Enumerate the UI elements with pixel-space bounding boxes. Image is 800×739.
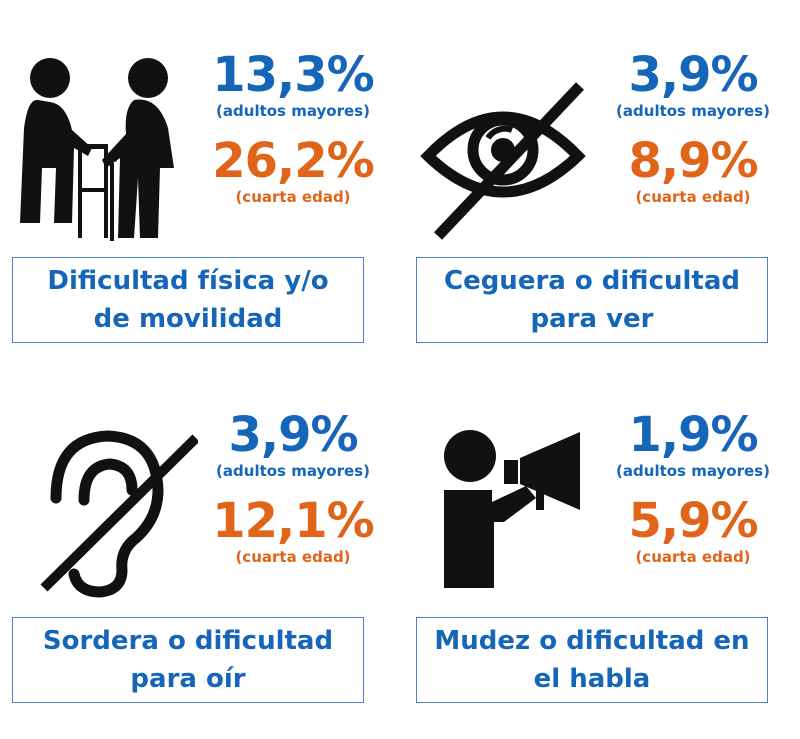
fourth-age-percentage: 12,1% <box>212 493 375 549</box>
fourth-age-percentage: 8,9% <box>628 133 758 189</box>
fourth-age-label: (cuarta edad) <box>635 188 751 206</box>
stats-block: 3,9% (adultos mayores) 12,1% (cuarta eda… <box>198 408 388 566</box>
fourth-age-percentage: 26,2% <box>212 133 375 189</box>
elderly-couple-walker-cane-icon <box>8 38 198 243</box>
panel-vision: 3,9% (adultos mayores) 8,9% (cuarta edad… <box>400 20 790 360</box>
stats-block: 13,3% (adultos mayores) 26,2% (cuarta ed… <box>198 48 388 206</box>
ear-crossed-out-icon <box>8 398 200 603</box>
fourth-age-label: (cuarta edad) <box>635 548 751 566</box>
person-megaphone-icon <box>408 398 598 603</box>
stats-block: 1,9% (adultos mayores) 5,9% (cuarta edad… <box>598 408 788 566</box>
fourth-age-percentage: 5,9% <box>628 493 758 549</box>
caption-text: Sordera o dificultad para oír <box>42 626 334 694</box>
panel-speech: 1,9% (adultos mayores) 5,9% (cuarta edad… <box>400 380 790 720</box>
adult-percentage: 3,9% <box>228 407 358 463</box>
fourth-age-label: (cuarta edad) <box>235 548 351 566</box>
stats-block: 3,9% (adultos mayores) 8,9% (cuarta edad… <box>598 48 788 206</box>
panel-hearing: 3,9% (adultos mayores) 12,1% (cuarta eda… <box>0 380 390 720</box>
caption-box: Mudez o dificultad en el habla <box>416 617 768 703</box>
caption-box: Ceguera o dificultad para ver <box>416 257 768 343</box>
caption-text: Mudez o dificultad en el habla <box>434 626 750 694</box>
adult-label: (adultos mayores) <box>216 102 370 120</box>
caption-box: Dificultad física y/o de movilidad <box>12 257 364 343</box>
fourth-age-label: (cuarta edad) <box>235 188 351 206</box>
caption-box: Sordera o dificultad para oír <box>12 617 364 703</box>
adult-label: (adultos mayores) <box>616 462 770 480</box>
adult-label: (adultos mayores) <box>616 102 770 120</box>
adult-percentage: 3,9% <box>628 47 758 103</box>
eye-crossed-out-icon <box>408 38 598 243</box>
adult-percentage: 1,9% <box>628 407 758 463</box>
panel-mobility: 13,3% (adultos mayores) 26,2% (cuarta ed… <box>0 20 390 360</box>
adult-label: (adultos mayores) <box>216 462 370 480</box>
caption-text: Ceguera o dificultad para ver <box>443 266 741 334</box>
adult-percentage: 13,3% <box>212 47 375 103</box>
caption-text: Dificultad física y/o de movilidad <box>47 266 329 334</box>
